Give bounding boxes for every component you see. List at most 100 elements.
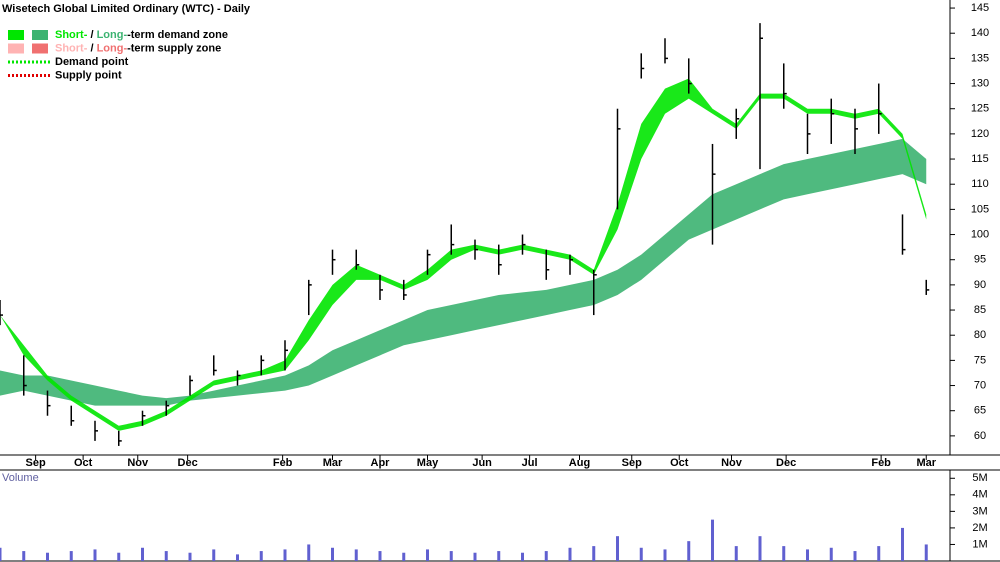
volume-bar bbox=[449, 551, 453, 561]
volume-bar bbox=[782, 546, 786, 561]
volume-bar bbox=[734, 546, 738, 561]
legend-swatch bbox=[32, 43, 48, 54]
x-tick-label: Mar bbox=[323, 457, 343, 469]
legend-swatch bbox=[8, 43, 24, 54]
volume-bar bbox=[758, 536, 762, 561]
y-tick-label: 95 bbox=[974, 254, 986, 266]
x-tick-label: Oct bbox=[74, 457, 93, 469]
volume-bar bbox=[164, 551, 168, 561]
volume-bar bbox=[354, 549, 358, 561]
y-tick-label: 105 bbox=[971, 203, 989, 215]
y-tick-label: 1M bbox=[972, 538, 987, 550]
volume-bar bbox=[93, 549, 97, 561]
volume-bar bbox=[307, 544, 311, 561]
legend-part: / bbox=[87, 42, 96, 54]
x-tick-label: May bbox=[417, 457, 439, 469]
volume-bar bbox=[616, 536, 619, 561]
legend-label: Demand point bbox=[55, 56, 129, 68]
volume-bar bbox=[46, 552, 49, 561]
volume-bar bbox=[378, 551, 382, 561]
x-tick-label: Jul bbox=[522, 457, 538, 469]
x-tick-label: Dec bbox=[776, 457, 796, 469]
volume-bar bbox=[69, 551, 73, 561]
y-tick-label: 130 bbox=[971, 77, 989, 89]
legend-part: -term demand zone bbox=[127, 29, 228, 41]
volume-bar bbox=[473, 552, 477, 561]
y-tick-label: 70 bbox=[974, 379, 986, 391]
x-tick-label: Sep bbox=[622, 457, 642, 469]
y-tick-label: 2M bbox=[972, 522, 987, 534]
volume-bar bbox=[711, 519, 714, 561]
y-tick-label: 85 bbox=[974, 304, 986, 316]
legend-label: Short- / Long--term demand zone bbox=[55, 29, 228, 41]
y-tick-label: 135 bbox=[971, 52, 989, 64]
legend-part: Long- bbox=[97, 42, 128, 54]
x-tick-label: Feb bbox=[871, 457, 891, 469]
volume-bar bbox=[259, 551, 263, 561]
volume-bar bbox=[188, 552, 192, 561]
volume-bar bbox=[497, 551, 501, 561]
y-tick-label: 80 bbox=[974, 329, 986, 341]
volume-bar bbox=[639, 547, 643, 561]
x-tick-label: Oct bbox=[670, 457, 689, 469]
volume-bar bbox=[141, 547, 144, 561]
y-tick-label: 65 bbox=[974, 405, 986, 417]
y-tick-label: 110 bbox=[971, 178, 989, 190]
legend-label: Short- / Long--term supply zone bbox=[55, 42, 221, 54]
volume-bar bbox=[924, 544, 928, 561]
volume-bar bbox=[877, 546, 881, 561]
volume-bar bbox=[592, 546, 596, 561]
x-tick-label: Nov bbox=[721, 457, 743, 469]
y-tick-label: 100 bbox=[971, 228, 989, 240]
volume-bar bbox=[426, 549, 429, 561]
y-tick-label: 5M bbox=[972, 472, 987, 484]
y-tick-label: 115 bbox=[971, 153, 989, 165]
y-tick-label: 120 bbox=[971, 128, 989, 140]
volume-bar bbox=[331, 547, 334, 561]
x-tick-label: Apr bbox=[371, 457, 391, 469]
legend-swatch bbox=[8, 30, 24, 40]
x-tick-label: Mar bbox=[916, 457, 936, 469]
x-tick-label: Dec bbox=[178, 457, 198, 469]
volume-bar bbox=[117, 552, 121, 561]
legend-part: Short- bbox=[55, 29, 88, 41]
volume-bar bbox=[521, 552, 524, 561]
volume-bar bbox=[853, 551, 857, 561]
y-tick-label: 90 bbox=[974, 279, 986, 291]
volume-bar bbox=[806, 549, 809, 561]
legend-part: Short- bbox=[55, 42, 88, 54]
volume-bar bbox=[22, 551, 26, 561]
volume-bar bbox=[402, 552, 406, 561]
legend-part: -term supply zone bbox=[127, 42, 221, 54]
x-tick-label: Jun bbox=[472, 457, 492, 469]
volume-bar bbox=[212, 549, 216, 561]
y-tick-label: 75 bbox=[974, 354, 986, 366]
volume-bar bbox=[544, 551, 548, 561]
legend-part: / bbox=[87, 29, 96, 41]
y-tick-label: 60 bbox=[974, 430, 986, 442]
volume-bar bbox=[0, 547, 2, 561]
x-tick-label: Feb bbox=[273, 457, 293, 469]
volume-title: Volume bbox=[2, 472, 39, 484]
y-tick-label: 4M bbox=[972, 489, 987, 501]
zone-band bbox=[0, 138, 927, 406]
legend-part: Long- bbox=[97, 29, 128, 41]
volume-bar bbox=[829, 547, 833, 561]
y-tick-label: 145 bbox=[971, 2, 989, 14]
volume-bar bbox=[901, 527, 904, 561]
volume-bar bbox=[568, 547, 572, 561]
x-tick-label: Nov bbox=[127, 457, 149, 469]
chart-title: Wisetech Global Limited Ordinary (WTC) -… bbox=[2, 3, 251, 15]
legend-label: Supply point bbox=[55, 69, 122, 81]
y-tick-label: 125 bbox=[971, 103, 989, 115]
volume-bar bbox=[663, 549, 667, 561]
volume-bar bbox=[283, 549, 287, 561]
zone-band bbox=[0, 78, 927, 431]
y-tick-label: 140 bbox=[971, 27, 989, 39]
x-tick-label: Aug bbox=[569, 457, 590, 469]
volume-bar bbox=[687, 541, 691, 561]
legend-swatch bbox=[32, 30, 48, 40]
volume-bar bbox=[236, 554, 239, 561]
